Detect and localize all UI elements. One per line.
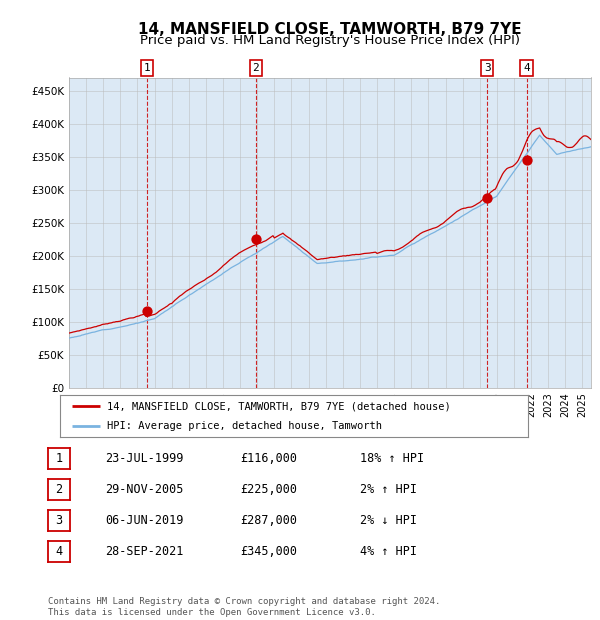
Text: £116,000: £116,000 <box>240 453 297 465</box>
Text: 14, MANSFIELD CLOSE, TAMWORTH, B79 7YE (detached house): 14, MANSFIELD CLOSE, TAMWORTH, B79 7YE (… <box>107 402 451 412</box>
Text: 06-JUN-2019: 06-JUN-2019 <box>105 515 184 527</box>
Text: 18% ↑ HPI: 18% ↑ HPI <box>360 453 424 465</box>
Text: £287,000: £287,000 <box>240 515 297 527</box>
Point <box>522 155 532 165</box>
Text: 2% ↓ HPI: 2% ↓ HPI <box>360 515 417 527</box>
Text: 14, MANSFIELD CLOSE, TAMWORTH, B79 7YE: 14, MANSFIELD CLOSE, TAMWORTH, B79 7YE <box>138 22 522 37</box>
Text: 29-NOV-2005: 29-NOV-2005 <box>105 484 184 496</box>
Text: 3: 3 <box>55 515 62 527</box>
Point <box>482 193 492 203</box>
Text: 3: 3 <box>484 63 490 73</box>
Text: Price paid vs. HM Land Registry's House Price Index (HPI): Price paid vs. HM Land Registry's House … <box>140 34 520 47</box>
Point <box>142 306 152 316</box>
Text: HPI: Average price, detached house, Tamworth: HPI: Average price, detached house, Tamw… <box>107 421 382 431</box>
Text: 23-JUL-1999: 23-JUL-1999 <box>105 453 184 465</box>
Text: 2: 2 <box>55 484 62 496</box>
Text: 4: 4 <box>55 546 62 558</box>
Point <box>251 234 260 244</box>
Text: £345,000: £345,000 <box>240 546 297 558</box>
Text: 1: 1 <box>143 63 151 73</box>
Text: Contains HM Land Registry data © Crown copyright and database right 2024.
This d: Contains HM Land Registry data © Crown c… <box>48 598 440 617</box>
Text: 4: 4 <box>523 63 530 73</box>
Text: 28-SEP-2021: 28-SEP-2021 <box>105 546 184 558</box>
Text: 2: 2 <box>253 63 259 73</box>
Text: 1: 1 <box>55 453 62 465</box>
Text: £225,000: £225,000 <box>240 484 297 496</box>
Text: 2% ↑ HPI: 2% ↑ HPI <box>360 484 417 496</box>
Text: 4% ↑ HPI: 4% ↑ HPI <box>360 546 417 558</box>
